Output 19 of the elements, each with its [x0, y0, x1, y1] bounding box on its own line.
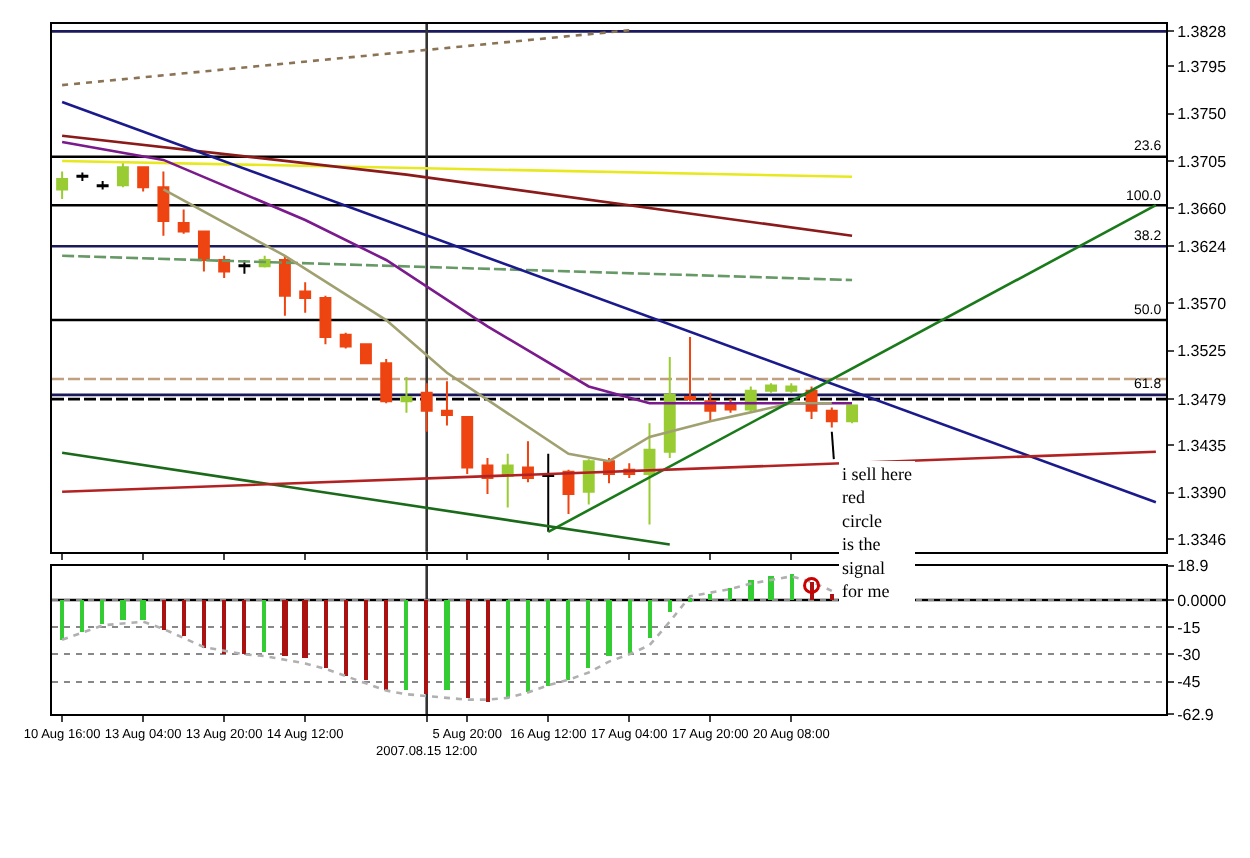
- y-tick-label: 1.3750: [1177, 105, 1228, 124]
- y-tick-label: 1.3346: [1177, 530, 1228, 549]
- y-tick-label: -62.9: [1177, 705, 1215, 724]
- y-tick-label: 18.9: [1177, 557, 1210, 576]
- y-tick-label: 1.3828: [1177, 22, 1228, 41]
- y-tick-label: 1.3624: [1177, 237, 1228, 256]
- y-tick-label: -15: [1177, 618, 1202, 637]
- y-tick-label: 1.3705: [1177, 152, 1228, 171]
- y-tick-label: -45: [1177, 673, 1202, 692]
- annotation: i sell here red circle is the signal for me: [842, 464, 912, 601]
- y-tick-label: 1.3570: [1177, 294, 1228, 313]
- y-tick-label: 1.3795: [1177, 57, 1228, 76]
- y-tick-label: -30: [1177, 645, 1202, 664]
- y-tick-label: 1.3525: [1177, 342, 1228, 361]
- y-tick-label: 1.3435: [1177, 437, 1228, 456]
- y-tick-label: 0.0000: [1177, 591, 1228, 610]
- y-tick-label: 1.3660: [1177, 199, 1228, 218]
- y-tick-label: 1.3479: [1177, 390, 1228, 409]
- y-tick-label: 1.3390: [1177, 484, 1228, 503]
